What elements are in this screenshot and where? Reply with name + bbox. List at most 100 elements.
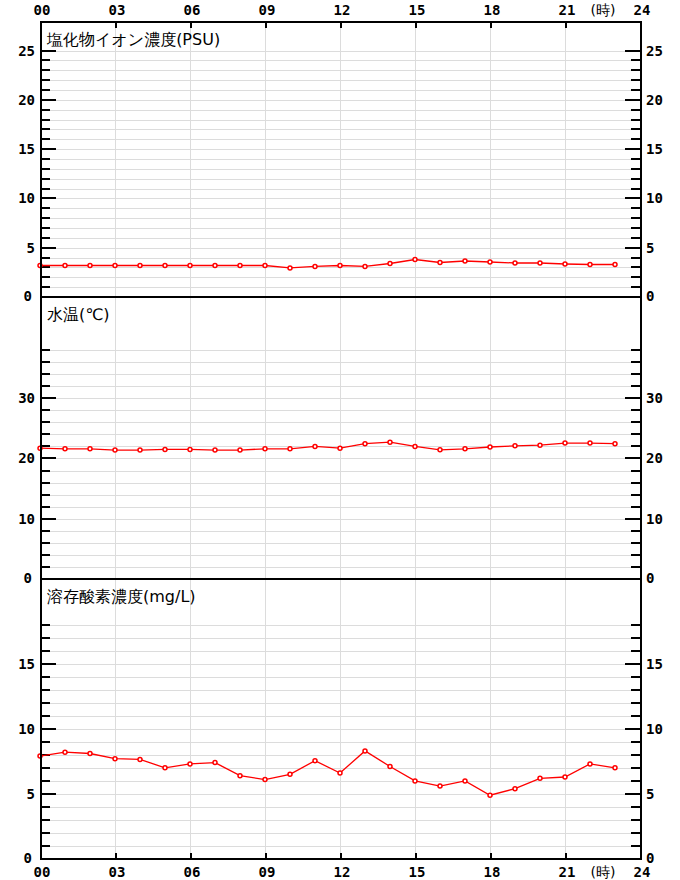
data-point xyxy=(463,259,467,263)
data-point xyxy=(288,447,292,451)
data-point xyxy=(613,442,617,446)
y-axis-label-left: 20 xyxy=(18,92,35,108)
data-point xyxy=(263,778,267,782)
data-point xyxy=(513,787,517,791)
data-point xyxy=(88,447,92,451)
data-point xyxy=(613,263,617,267)
data-point xyxy=(238,264,242,268)
data-point xyxy=(513,444,517,448)
panel-title: 塩化物イオン濃度(PSU) xyxy=(46,30,220,49)
x-axis-unit-top: (時) xyxy=(591,2,616,18)
y-axis-label-left: 25 xyxy=(18,43,35,59)
multi-panel-line-chart: 55101015152020252500塩化物イオン濃度(PSU)1010202… xyxy=(0,0,680,880)
data-point xyxy=(213,264,217,268)
data-point xyxy=(538,443,542,447)
data-point xyxy=(63,447,67,451)
y-axis-label-right: 0 xyxy=(646,570,654,586)
y-axis-label-left: 10 xyxy=(18,721,35,737)
data-point xyxy=(438,448,442,452)
data-point xyxy=(363,442,367,446)
data-point xyxy=(363,264,367,268)
x-axis-label-bottom: 00 xyxy=(34,864,51,880)
data-point xyxy=(513,261,517,265)
data-point xyxy=(138,264,142,268)
x-axis-label-top: 03 xyxy=(109,2,126,18)
x-axis-label-bottom: 24 xyxy=(634,864,651,880)
y-axis-label-left: 5 xyxy=(27,786,35,802)
data-point xyxy=(588,263,592,267)
data-point xyxy=(113,757,117,761)
data-point xyxy=(488,445,492,449)
y-axis-label-left: 5 xyxy=(27,240,35,256)
y-axis-label-left: 0 xyxy=(24,570,32,586)
y-axis-label-right: 20 xyxy=(646,92,663,108)
data-point xyxy=(588,762,592,766)
y-axis-label-left: 30 xyxy=(18,390,35,406)
x-axis-label-top: 21 xyxy=(559,2,576,18)
y-axis-label-left: 20 xyxy=(18,450,35,466)
data-point xyxy=(538,261,542,265)
data-point xyxy=(113,448,117,452)
x-axis-label-bottom: 09 xyxy=(259,864,276,880)
data-point xyxy=(163,766,167,770)
y-axis-label-left: 10 xyxy=(18,190,35,206)
data-point xyxy=(563,262,567,266)
data-point xyxy=(163,264,167,268)
data-point xyxy=(388,262,392,266)
y-axis-label-right: 25 xyxy=(646,43,663,59)
panel-title: 水温(℃) xyxy=(47,305,109,324)
x-axis-label-bottom: 03 xyxy=(109,864,126,880)
data-point xyxy=(413,258,417,262)
data-point xyxy=(438,784,442,788)
data-point xyxy=(263,447,267,451)
data-point xyxy=(488,260,492,264)
y-axis-label-left: 0 xyxy=(24,288,32,304)
x-axis-label-top: 15 xyxy=(409,2,426,18)
x-axis-label-bottom: 21 xyxy=(559,864,576,880)
data-point xyxy=(538,776,542,780)
y-axis-label-left: 10 xyxy=(18,511,35,527)
x-axis-label-bottom: 12 xyxy=(334,864,351,880)
series-line xyxy=(40,260,615,268)
data-point xyxy=(163,447,167,451)
data-point xyxy=(413,444,417,448)
y-axis-label-right: 15 xyxy=(646,141,663,157)
data-point xyxy=(238,448,242,452)
data-point xyxy=(413,779,417,783)
data-point xyxy=(63,264,67,268)
data-point xyxy=(213,448,217,452)
y-axis-label-right: 20 xyxy=(646,450,663,466)
series-line xyxy=(40,751,615,795)
y-axis-label-right: 5 xyxy=(646,786,654,802)
y-axis-label-right: 5 xyxy=(646,240,654,256)
data-point xyxy=(588,441,592,445)
data-point xyxy=(338,446,342,450)
data-point xyxy=(463,779,467,783)
data-point xyxy=(388,765,392,769)
data-point xyxy=(188,447,192,451)
data-point xyxy=(88,264,92,268)
x-axis-unit-bottom: (時) xyxy=(591,864,616,880)
x-axis-label-bottom: 15 xyxy=(409,864,426,880)
data-point xyxy=(388,440,392,444)
y-axis-label-left: 15 xyxy=(18,141,35,157)
data-point xyxy=(138,448,142,452)
x-axis-label-top: 09 xyxy=(259,2,276,18)
data-point xyxy=(338,264,342,268)
data-point xyxy=(313,264,317,268)
x-axis-label-bottom: 06 xyxy=(184,864,201,880)
x-axis-label-top: 06 xyxy=(184,2,201,18)
y-axis-label-right: 10 xyxy=(646,190,663,206)
data-point xyxy=(238,774,242,778)
data-point xyxy=(313,759,317,763)
data-point xyxy=(213,761,217,765)
data-point xyxy=(288,266,292,270)
data-point xyxy=(363,749,367,753)
x-axis-label-top: 24 xyxy=(634,2,651,18)
data-point xyxy=(563,441,567,445)
x-axis-label-top: 00 xyxy=(34,2,51,18)
x-axis-label-top: 18 xyxy=(484,2,501,18)
data-point xyxy=(113,264,117,268)
data-point xyxy=(313,444,317,448)
gridlines-vertical xyxy=(116,22,566,859)
